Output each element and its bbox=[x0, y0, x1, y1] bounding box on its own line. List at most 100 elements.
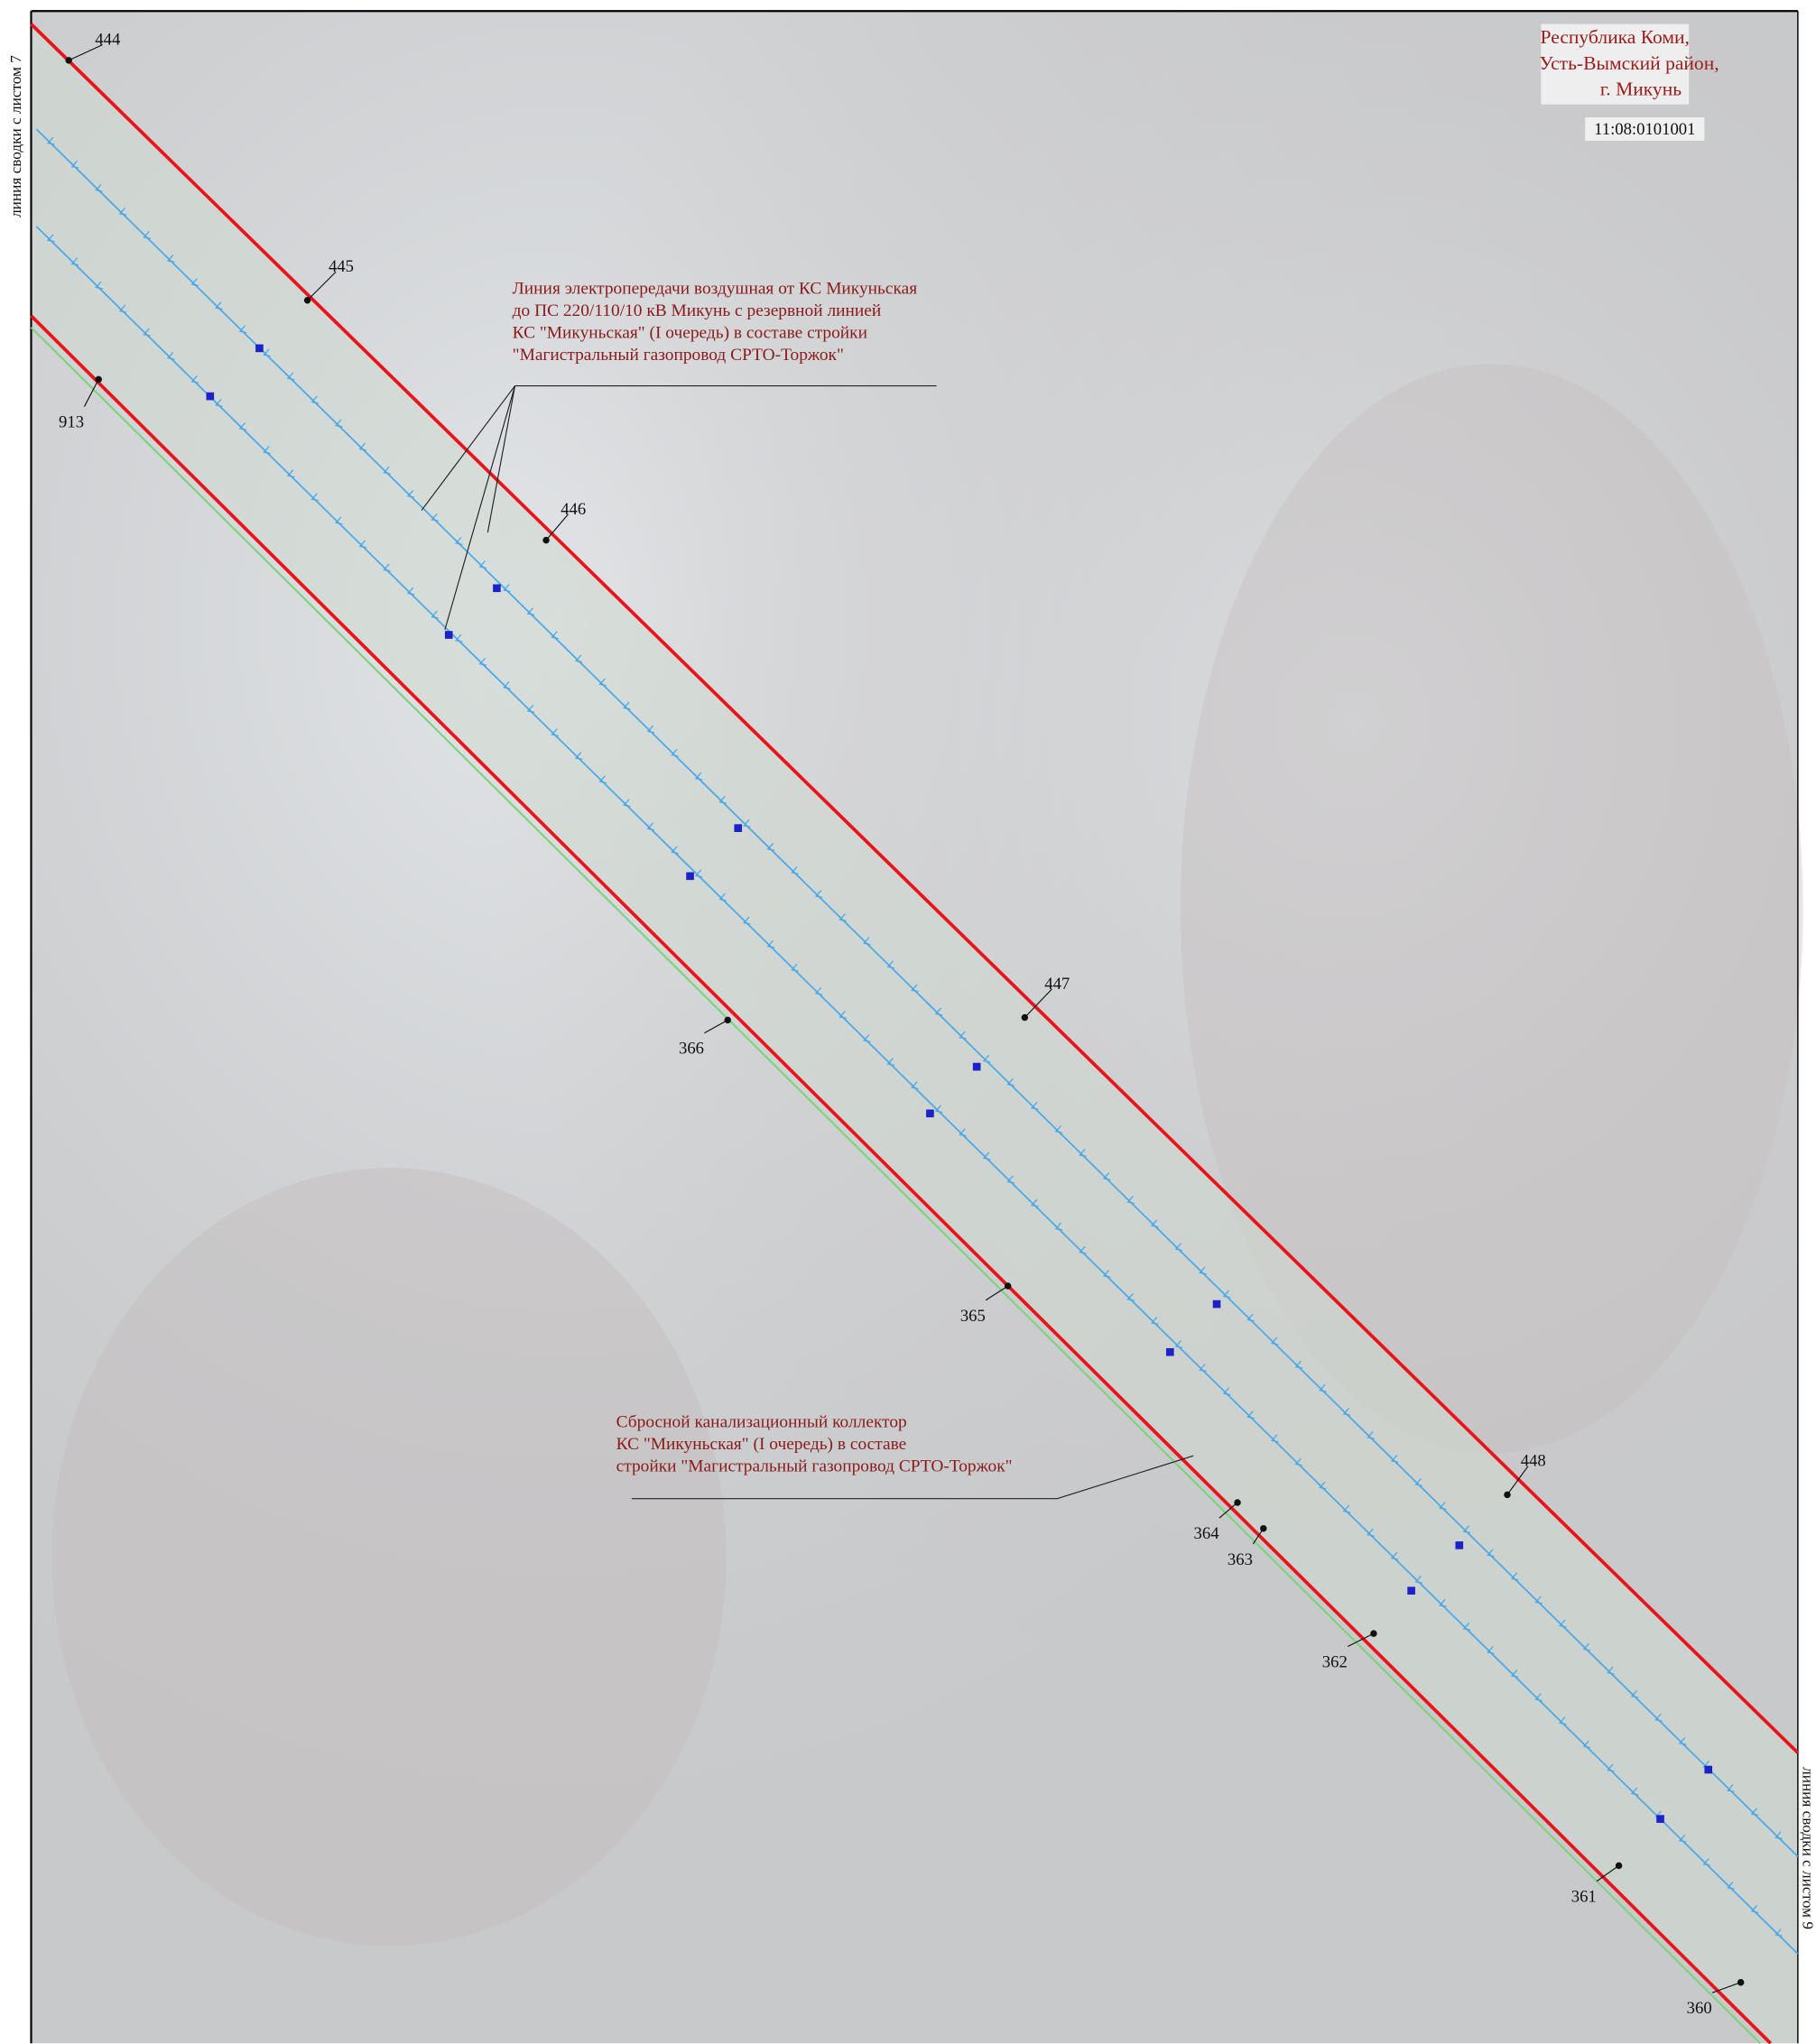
chevron bbox=[310, 395, 319, 404]
chevron bbox=[166, 254, 175, 264]
chevron bbox=[839, 913, 847, 922]
point-label: 362 bbox=[1322, 1652, 1348, 1671]
chevron bbox=[454, 634, 463, 643]
line-ticks bbox=[46, 136, 1783, 1938]
chevron bbox=[95, 281, 103, 290]
chevron bbox=[1006, 1077, 1015, 1087]
chevron bbox=[1150, 1219, 1159, 1228]
chevron bbox=[1222, 1387, 1231, 1396]
sewer-line bbox=[30, 327, 1761, 2044]
region-header: Республика Коми, Усть-Вымский район, г. … bbox=[1539, 23, 1719, 141]
chevron bbox=[671, 846, 679, 855]
chevron bbox=[1558, 1716, 1567, 1725]
chevron bbox=[1246, 1410, 1255, 1420]
chevron bbox=[334, 516, 343, 525]
point-leader bbox=[1218, 1502, 1238, 1519]
boundary-point bbox=[724, 1016, 731, 1024]
annotation-line: Сбросной канализационный коллектор bbox=[616, 1413, 907, 1432]
chevron bbox=[623, 701, 631, 710]
chevron bbox=[334, 419, 343, 428]
chevron bbox=[791, 963, 799, 972]
boundary-point bbox=[1737, 1978, 1745, 1986]
chevron bbox=[383, 563, 391, 572]
chevron bbox=[1150, 1317, 1159, 1326]
tower bbox=[972, 1062, 981, 1071]
region-line: г. Микунь bbox=[1600, 79, 1682, 100]
annotation-line: Линия электропередачи воздушная от КС Ми… bbox=[513, 280, 918, 299]
chevron bbox=[1079, 1149, 1087, 1157]
chevron bbox=[1294, 1457, 1303, 1466]
chevron bbox=[70, 257, 79, 266]
chevron bbox=[383, 466, 391, 475]
chevron bbox=[1006, 1175, 1015, 1184]
chevron bbox=[1319, 1481, 1327, 1490]
boundary-point bbox=[303, 296, 311, 304]
chevron bbox=[1582, 1740, 1591, 1749]
point-label: 444 bbox=[95, 31, 121, 50]
chevron bbox=[286, 469, 295, 478]
chevron bbox=[118, 304, 127, 313]
point-label: 366 bbox=[679, 1040, 704, 1059]
chevron bbox=[934, 1007, 943, 1016]
chevron bbox=[190, 375, 199, 384]
side-label: линия сводки с листом 7 bbox=[7, 55, 24, 217]
chevron bbox=[934, 1105, 943, 1114]
chevron bbox=[814, 986, 823, 995]
chevron bbox=[406, 489, 415, 498]
chevron bbox=[1487, 1549, 1495, 1558]
chevron bbox=[46, 234, 55, 243]
chevron bbox=[263, 348, 271, 357]
boundary-point bbox=[1370, 1630, 1377, 1637]
tower bbox=[444, 631, 453, 639]
point-leader bbox=[1347, 1632, 1375, 1647]
tower bbox=[1455, 1541, 1464, 1549]
towers bbox=[206, 344, 1713, 1823]
point-leader bbox=[1596, 1864, 1619, 1882]
leader bbox=[486, 385, 516, 533]
chevron bbox=[911, 984, 919, 993]
chevron bbox=[1438, 1502, 1447, 1511]
chevron bbox=[694, 772, 703, 781]
chevron bbox=[1199, 1266, 1207, 1275]
chevron bbox=[1079, 1245, 1087, 1254]
chevron bbox=[1678, 1736, 1687, 1745]
chevron bbox=[742, 819, 751, 828]
chevron bbox=[1630, 1689, 1639, 1698]
chevron bbox=[574, 752, 583, 761]
chevron bbox=[215, 398, 223, 407]
chevron bbox=[1031, 1101, 1039, 1110]
tower bbox=[1407, 1586, 1415, 1595]
tower bbox=[255, 344, 264, 353]
chevron bbox=[551, 631, 559, 640]
chevron bbox=[1487, 1646, 1495, 1655]
chevron bbox=[718, 795, 727, 804]
chevron bbox=[742, 916, 751, 925]
point-label: 446 bbox=[561, 500, 586, 519]
chevron bbox=[766, 843, 775, 851]
chevron bbox=[839, 1011, 847, 1019]
chevron bbox=[166, 351, 175, 360]
chevron bbox=[286, 372, 295, 381]
chevron bbox=[263, 446, 271, 455]
chevron bbox=[1222, 1290, 1231, 1299]
chevron bbox=[1414, 1575, 1422, 1584]
side-label: линия сводки с листом 9 bbox=[1800, 1767, 1816, 1929]
chevron bbox=[1462, 1525, 1471, 1534]
chevron bbox=[478, 560, 487, 569]
point-label: 448 bbox=[1521, 1452, 1546, 1471]
boundary-point bbox=[1234, 1499, 1241, 1506]
chevron bbox=[1727, 1784, 1735, 1793]
chevron bbox=[1054, 1124, 1063, 1133]
chevron bbox=[862, 937, 871, 946]
point-leader bbox=[307, 271, 337, 301]
annotation-line: до ПС 220/110/10 кВ Микунь с резервной л… bbox=[513, 301, 882, 320]
chevron bbox=[358, 540, 367, 549]
chevron bbox=[1102, 1269, 1111, 1278]
points: 444 445 446 447 448 913 366 365 364 363 362 361 360 bbox=[59, 31, 1745, 2018]
chevron bbox=[1774, 1928, 1783, 1938]
chevron bbox=[982, 1151, 991, 1161]
chevron bbox=[454, 536, 463, 545]
chevron bbox=[1126, 1292, 1135, 1301]
chevron bbox=[238, 422, 247, 431]
